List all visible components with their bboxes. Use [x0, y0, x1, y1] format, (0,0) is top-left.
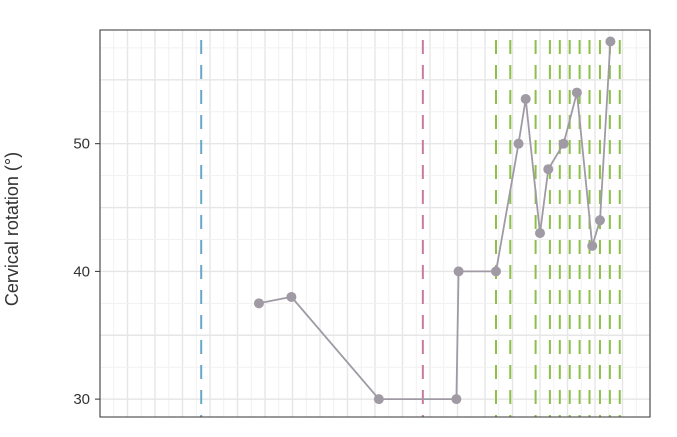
y-tick-label: 50 — [73, 136, 90, 153]
data-point — [513, 138, 524, 149]
data-point — [558, 138, 569, 149]
series-points — [253, 36, 616, 405]
data-point — [253, 298, 264, 309]
data-point — [543, 164, 554, 175]
series-lines — [258, 41, 612, 400]
series-line — [258, 41, 612, 400]
y-tick-label: 40 — [73, 263, 90, 280]
y-axis-title: Cervical rotation (°) — [2, 152, 22, 306]
data-point — [373, 394, 384, 405]
grid — [99, 30, 651, 417]
y-tick-label: 30 — [73, 391, 90, 408]
data-point — [491, 266, 501, 277]
data-point — [571, 87, 582, 98]
data-point — [520, 93, 531, 104]
data-point — [587, 240, 598, 251]
data-point — [286, 291, 297, 302]
data-point — [605, 36, 616, 47]
plot-frame — [99, 29, 651, 418]
y-axis-ticks: 30 40 50 — [73, 136, 100, 408]
data-point — [594, 215, 605, 226]
vertical-markers — [200, 40, 621, 417]
data-point — [451, 394, 462, 405]
data-point — [453, 266, 464, 277]
data-point — [535, 228, 545, 239]
